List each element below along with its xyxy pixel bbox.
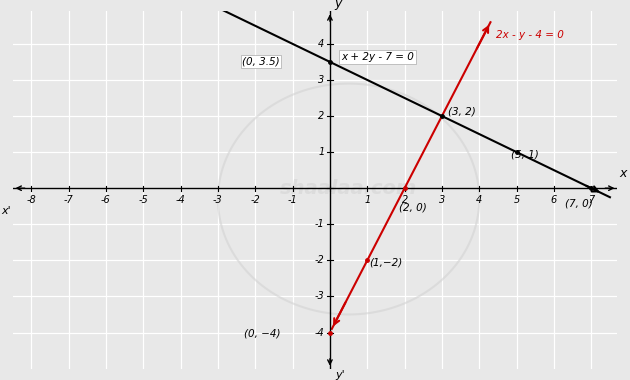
Text: -3: -3 bbox=[213, 195, 223, 205]
Text: -4: -4 bbox=[314, 328, 324, 337]
Text: (0, 3.5): (0, 3.5) bbox=[242, 57, 280, 67]
Text: -7: -7 bbox=[64, 195, 74, 205]
Text: -2: -2 bbox=[314, 255, 324, 265]
Text: 6: 6 bbox=[551, 195, 557, 205]
Text: 3: 3 bbox=[318, 75, 324, 85]
Text: y: y bbox=[335, 0, 342, 10]
Text: 7: 7 bbox=[588, 195, 594, 205]
Text: -4: -4 bbox=[176, 195, 185, 205]
Text: 2x - y - 4 = 0: 2x - y - 4 = 0 bbox=[496, 30, 564, 40]
Text: (3, 2): (3, 2) bbox=[447, 106, 475, 116]
Text: 1: 1 bbox=[318, 147, 324, 157]
Text: -3: -3 bbox=[314, 291, 324, 301]
Text: 4: 4 bbox=[476, 195, 483, 205]
Text: -1: -1 bbox=[314, 219, 324, 229]
Text: -6: -6 bbox=[101, 195, 111, 205]
Text: -1: -1 bbox=[288, 195, 297, 205]
Text: x': x' bbox=[1, 206, 11, 215]
Text: (5, 1): (5, 1) bbox=[511, 149, 539, 160]
Text: -8: -8 bbox=[26, 195, 36, 205]
Text: 3: 3 bbox=[439, 195, 445, 205]
Text: (1,−2): (1,−2) bbox=[369, 258, 403, 268]
Text: (0, −4): (0, −4) bbox=[244, 328, 280, 338]
Text: x: x bbox=[619, 167, 627, 180]
Text: (2, 0): (2, 0) bbox=[399, 203, 427, 212]
Text: x + 2y - 7 = 0: x + 2y - 7 = 0 bbox=[341, 52, 414, 62]
Text: shaalaa.com: shaalaa.com bbox=[280, 179, 417, 198]
Text: 2: 2 bbox=[401, 195, 408, 205]
Text: y': y' bbox=[336, 370, 345, 380]
Text: 1: 1 bbox=[364, 195, 370, 205]
Text: 2: 2 bbox=[318, 111, 324, 121]
Text: 5: 5 bbox=[513, 195, 520, 205]
Text: (7, 0): (7, 0) bbox=[565, 199, 593, 209]
Text: 4: 4 bbox=[318, 39, 324, 49]
Text: -5: -5 bbox=[139, 195, 148, 205]
Text: -2: -2 bbox=[250, 195, 260, 205]
